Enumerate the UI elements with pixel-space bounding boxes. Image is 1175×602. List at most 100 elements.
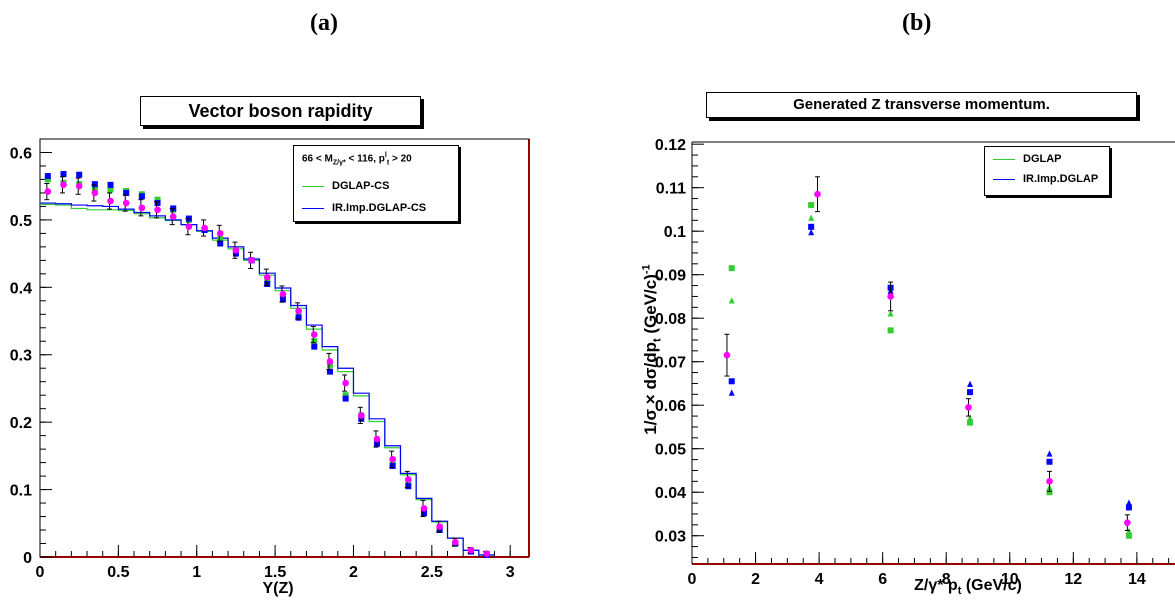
chart-b-xtick-label: 0 xyxy=(688,571,697,588)
dglap-cs-marker xyxy=(91,185,98,192)
dglap-cs-marker xyxy=(311,338,318,345)
irimp-square-marker xyxy=(728,378,735,385)
data-point xyxy=(75,182,83,190)
dglap-cs-marker xyxy=(44,176,51,183)
chart-b-xtick-label: 14 xyxy=(1128,571,1146,588)
panel-b-label: (b) xyxy=(902,10,932,36)
dglap-cs-marker xyxy=(264,277,271,284)
dglap-square-marker xyxy=(728,265,735,272)
irimp-cs-marker xyxy=(91,181,98,188)
legend-entry-irimp: IR.Imp.DGLAP xyxy=(993,173,1098,185)
data-point xyxy=(201,224,208,232)
chart-a-xtick-label: 0.5 xyxy=(107,564,129,581)
legend-line-green xyxy=(302,185,324,187)
irimp-cs-marker xyxy=(405,483,412,490)
data-point xyxy=(389,455,396,463)
data-point xyxy=(248,257,255,264)
irimp-cs-marker xyxy=(217,240,224,247)
irimp-cs-marker xyxy=(342,395,349,402)
chart-a-ytick-label: 0.6 xyxy=(10,145,32,162)
data-point xyxy=(60,181,67,189)
irimp-cs-marker xyxy=(420,510,427,517)
chart-b-ytick-label: 0.03 xyxy=(655,529,686,546)
irimp-triangle-marker xyxy=(1125,499,1132,506)
dglap-cs-marker xyxy=(326,361,333,368)
data-point xyxy=(91,189,99,197)
chart-a-legend-header: 66 < MZ/γ* < 116, plt > 20 xyxy=(302,152,412,167)
irimp-cs-marker xyxy=(264,280,271,287)
chart-b-xtick-label: 10 xyxy=(1001,571,1019,588)
irimp-cs-marker xyxy=(60,171,67,178)
data-point xyxy=(1124,519,1131,526)
chart-b-ytick-label: 0.12 xyxy=(655,137,686,154)
chart-b-xtick-label: 4 xyxy=(815,571,824,588)
dglap-square-marker xyxy=(967,419,974,426)
chart-a-ytick-label: 0.2 xyxy=(10,415,32,432)
dglap-triangle-marker xyxy=(808,214,815,221)
data-point xyxy=(483,550,490,557)
chart-b-ytick-label: 0.06 xyxy=(655,398,686,415)
data-point xyxy=(965,404,972,411)
chart-a-xtick-label: 1.5 xyxy=(264,564,286,581)
irimp-cs-marker xyxy=(107,181,114,188)
chart-a-ytick-label: 0.3 xyxy=(10,348,32,365)
chart-b-legend: DGLAP IR.Imp.DGLAP xyxy=(984,146,1110,196)
dglap-square-marker xyxy=(887,327,894,334)
data-point xyxy=(467,546,475,554)
irimp-cs-marker xyxy=(138,193,145,200)
data-point xyxy=(138,204,146,212)
legend-entry-irimp-cs: IR.Imp.DGLAP-CS xyxy=(302,202,426,214)
chart-a-xtick-label: 1 xyxy=(192,564,201,581)
legend-entry-dglap: DGLAP xyxy=(993,153,1062,165)
data-point xyxy=(420,505,428,512)
legend-line-blue xyxy=(993,178,1015,180)
chart-b-xtick-label: 8 xyxy=(942,571,951,588)
legend-line-blue xyxy=(302,207,324,209)
data-point xyxy=(154,206,161,214)
panel-a-label: (a) xyxy=(310,10,338,36)
irimp-cs-marker xyxy=(232,250,239,257)
irimp-cs-marker xyxy=(326,368,333,375)
data-point xyxy=(436,523,443,530)
dglap-cs-marker xyxy=(342,392,349,399)
data-point xyxy=(342,379,349,387)
legend-entry-dglap-cs: DGLAP-CS xyxy=(302,180,389,192)
dglap-square-marker xyxy=(1046,489,1053,496)
irimp-square-marker xyxy=(967,389,974,396)
chart-b-ytick-label: 0.1 xyxy=(664,224,686,241)
chart-a-xtick-label: 0 xyxy=(36,564,45,581)
chart-b-ytick-label: 0.11 xyxy=(656,181,686,198)
irimp-triangle-marker xyxy=(1046,450,1053,457)
dglap-cs-histogram xyxy=(40,203,495,556)
dglap-cs-marker xyxy=(389,459,396,466)
chart-b-ytick-label: 0.07 xyxy=(655,355,686,372)
chart-b-title: Generated Z transverse momentum. xyxy=(706,92,1137,118)
chart-b-xtick-label: 12 xyxy=(1064,571,1082,588)
irimp-cs-marker xyxy=(295,314,302,321)
data-point xyxy=(169,213,177,220)
dglap-triangle-marker xyxy=(728,297,735,304)
chart-b-ytick-label: 0.04 xyxy=(655,485,686,502)
data-point xyxy=(279,290,287,298)
irimp-cs-marker xyxy=(358,415,365,422)
data-point xyxy=(216,230,224,237)
data-point xyxy=(122,199,130,207)
data-point xyxy=(107,197,114,205)
irimp-cs-marker xyxy=(389,462,396,469)
irimp-cs-marker xyxy=(154,200,161,207)
chart-b-ytick-label: 0.05 xyxy=(655,442,686,459)
irimp-cs-marker xyxy=(279,296,286,303)
chart-a-ytick-label: 0 xyxy=(23,550,32,567)
dglap-cs-marker xyxy=(154,196,161,203)
dglap-cs-marker xyxy=(217,235,224,242)
data-point xyxy=(887,293,894,300)
chart-b-ytick-label: 0.08 xyxy=(655,311,686,328)
chart-a-title: Vector boson rapidity xyxy=(140,96,421,126)
data-point xyxy=(373,435,381,443)
dglap-cs-marker xyxy=(107,186,114,193)
irimp-triangle-marker xyxy=(967,380,974,388)
irimp-cs-histogram xyxy=(40,202,495,556)
irimp-cs-marker xyxy=(373,440,380,447)
irimp-square-marker xyxy=(808,223,815,230)
